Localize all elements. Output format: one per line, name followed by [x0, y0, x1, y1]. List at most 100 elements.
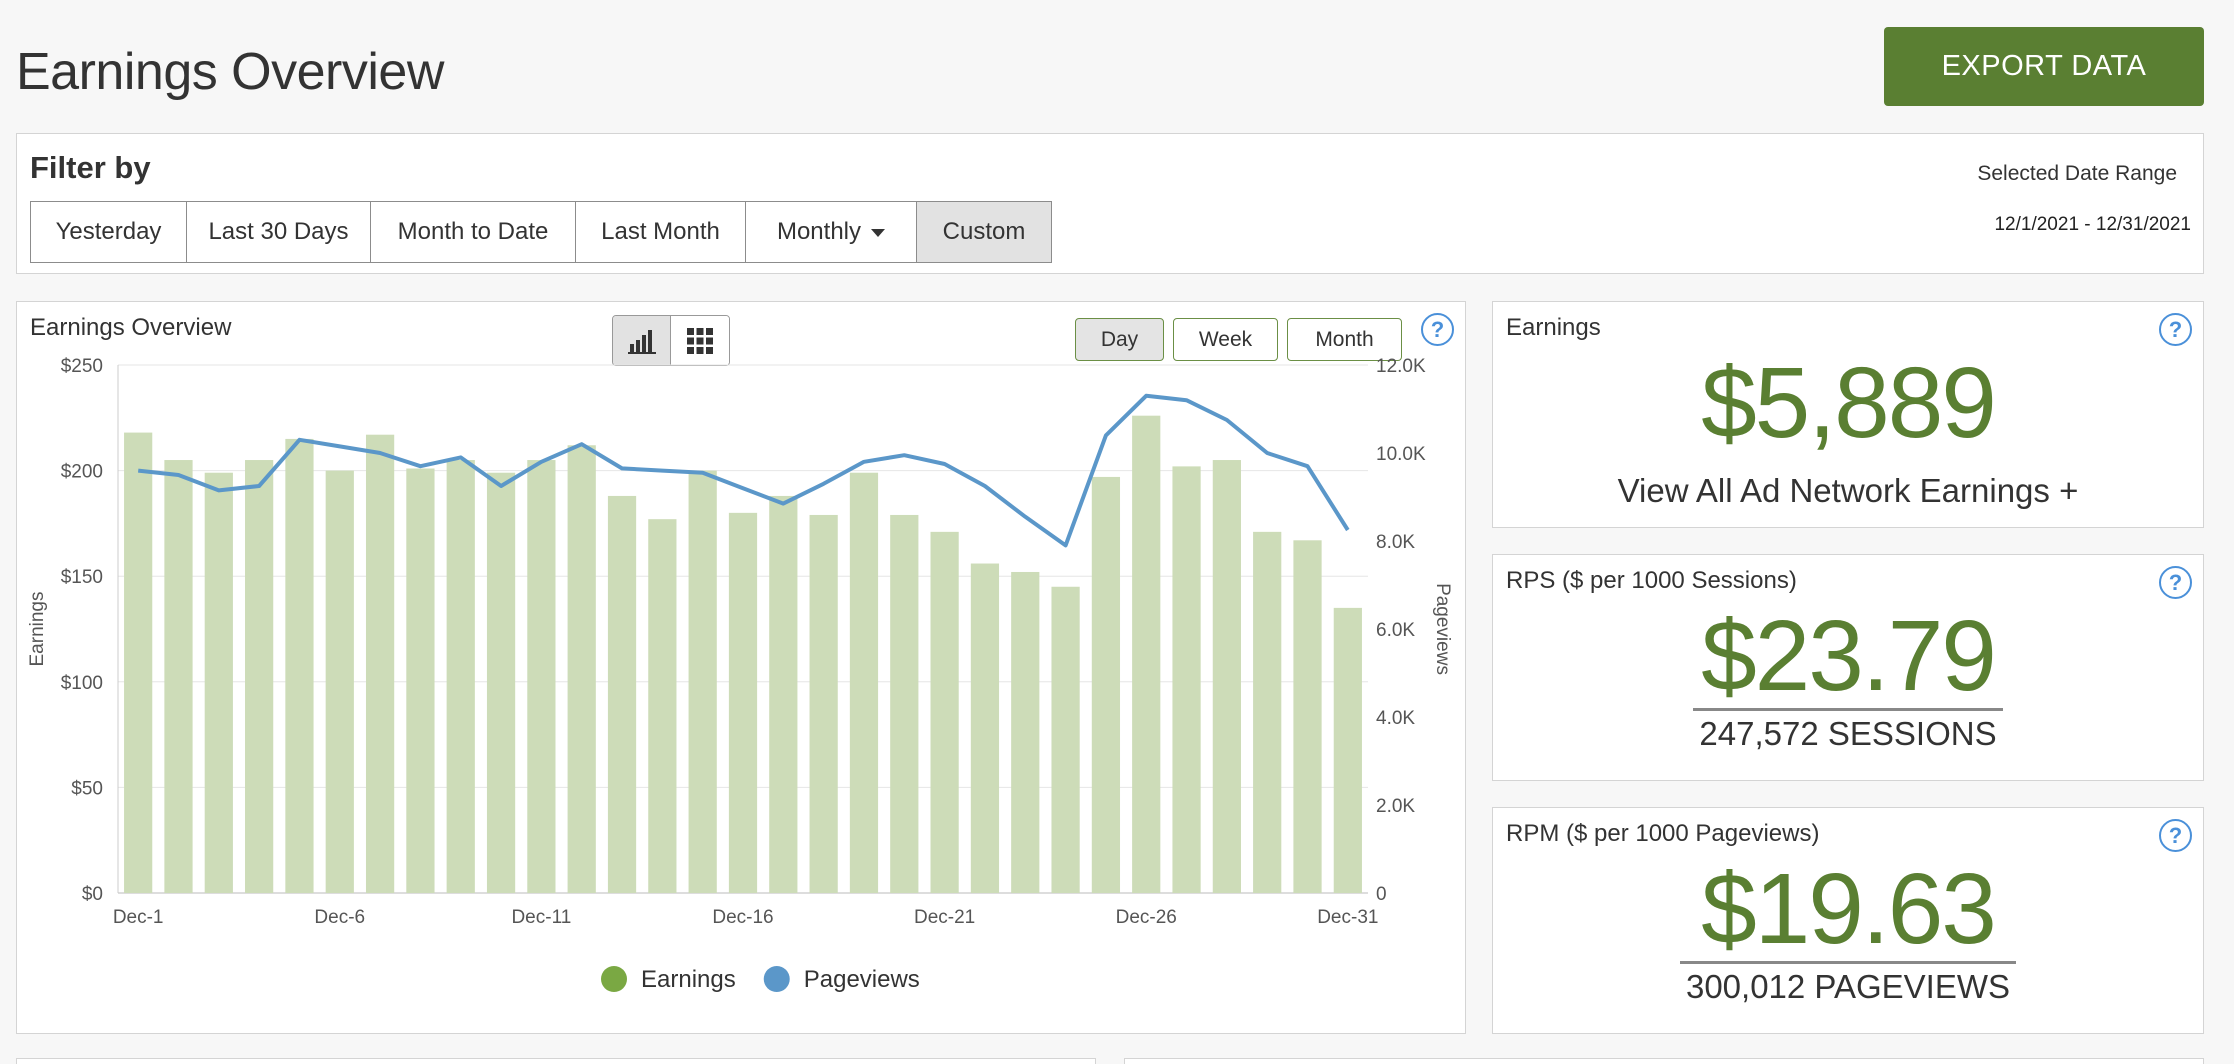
pageviews-count: 300,012 PAGEVIEWS	[1679, 961, 2017, 1005]
table-view-button[interactable]	[671, 316, 729, 365]
x-tick-label: Dec-6	[314, 907, 365, 928]
y2-tick-label: 4.0K	[1376, 708, 1415, 729]
earnings-bar	[1333, 607, 1362, 893]
earnings-bar	[849, 472, 879, 893]
rpm-metric-value: $19.63	[1701, 853, 1997, 965]
earnings-metric-value: $5,889	[1701, 347, 1997, 459]
earnings-bar	[890, 514, 919, 893]
x-tick-label: Dec-21	[914, 907, 975, 928]
range-month-button[interactable]: Month	[1287, 318, 1402, 361]
earnings-bar	[607, 495, 637, 893]
earnings-bar	[245, 460, 274, 893]
earnings-bar	[1172, 466, 1201, 893]
filter-last-30-days-button[interactable]: Last 30 Days	[186, 201, 371, 263]
earnings-bar	[446, 460, 475, 893]
chart-view-toggle	[612, 315, 730, 366]
earnings-help-icon[interactable]: ?	[2159, 313, 2192, 346]
x-tick-label: Dec-1	[113, 907, 164, 928]
earnings-bar	[769, 495, 798, 893]
earnings-bar	[567, 445, 596, 893]
chart-view-button[interactable]	[613, 316, 671, 365]
rpm-help-icon[interactable]: ?	[2159, 819, 2192, 852]
y-tick-label: $200	[61, 462, 103, 483]
date-range-label: Selected Date Range	[1977, 162, 2177, 185]
y-tick-label: $250	[61, 356, 103, 377]
earnings-bar	[1212, 460, 1241, 893]
y-tick-label: $50	[71, 778, 103, 799]
filter-monthly-dropdown[interactable]: Monthly	[745, 201, 917, 263]
earnings-bar	[406, 468, 435, 893]
earnings-bar	[164, 460, 193, 893]
x-tick-label: Dec-16	[712, 907, 773, 928]
earnings-bar	[688, 470, 717, 893]
earnings-bar	[1091, 476, 1121, 893]
y2-tick-label: 8.0K	[1376, 532, 1415, 553]
earnings-chart-panel: Earnings Overview Day Week Month ? $0 $50…	[16, 301, 1466, 1034]
legend-marker	[601, 966, 627, 992]
rpm-metric-label: RPM ($ per 1000 Pageviews)	[1506, 820, 1820, 847]
earnings-bar	[1293, 540, 1322, 893]
earnings-bar	[728, 512, 758, 893]
y-tick-label: $100	[61, 673, 103, 694]
range-day-button[interactable]: Day	[1075, 318, 1164, 361]
x-tick-label: Dec-31	[1317, 907, 1378, 928]
earnings-bar	[285, 438, 314, 893]
y-tick-label: $150	[61, 567, 103, 588]
view-all-ad-network-earnings-link[interactable]: View All Ad Network Earnings +	[1617, 472, 2079, 509]
rps-help-icon[interactable]: ?	[2159, 566, 2192, 599]
x-tick-label: Dec-11	[511, 907, 571, 928]
chevron-down-icon	[871, 229, 886, 237]
earnings-bar	[365, 434, 395, 893]
earnings-bar	[930, 531, 959, 893]
sessions-count: 247,572 SESSIONS	[1693, 708, 2003, 752]
legend-label: Earnings	[641, 966, 736, 993]
filter-month-to-date-button[interactable]: Month to Date	[370, 201, 576, 263]
chart-help-icon[interactable]: ?	[1421, 313, 1454, 346]
legend-marker	[763, 966, 790, 992]
filter-panel: Filter by Yesterday Last 30 Days Month t…	[16, 133, 2204, 274]
filter-last-month-button[interactable]: Last Month	[575, 201, 746, 263]
filter-yesterday-button[interactable]: Yesterday	[30, 201, 187, 263]
earnings-bar	[1253, 531, 1282, 893]
date-range-value: 12/1/2021 - 12/31/2021	[1994, 214, 2191, 235]
rps-metric-value: $23.79	[1701, 600, 1997, 712]
pageviews-count-wrap: 300,012 PAGEVIEWS	[1493, 961, 2203, 1006]
filter-custom-button[interactable]: Custom	[916, 201, 1052, 263]
filter-monthly-label: Monthly	[776, 218, 862, 245]
earnings-bar	[527, 460, 556, 893]
page-title: Earnings Overview	[16, 43, 444, 101]
earnings-bar	[204, 472, 233, 893]
next-panel-left	[16, 1058, 1096, 1064]
earnings-bar	[486, 472, 516, 893]
legend-label: Pageviews	[804, 966, 920, 993]
y2-tick-label: 12.0K	[1376, 356, 1426, 377]
filter-button-group: Yesterday Last 30 Days Month to Date Las…	[30, 201, 1052, 263]
y-tick-label: $0	[82, 884, 103, 905]
earnings-pageviews-chart: $0 $50 $100 $150 $200 $250 0 2.0K 4.0K 6.0K 8.0K 10…	[27, 356, 1453, 993]
earnings-bar	[124, 432, 153, 893]
y2-tick-label: 0	[1376, 884, 1387, 905]
earnings-bar	[1132, 415, 1161, 893]
y2-tick-label: 10.0K	[1376, 444, 1426, 465]
next-panel-right	[1124, 1058, 2204, 1064]
earnings-metric-label: Earnings	[1506, 314, 1601, 341]
chart-title: Earnings Overview	[30, 314, 232, 341]
x-tick-label: Dec-26	[1116, 907, 1177, 928]
sessions-count-wrap: 247,572 SESSIONS	[1493, 708, 2203, 753]
rps-metric-label: RPS ($ per 1000 Sessions)	[1506, 567, 1797, 594]
earnings-bar	[325, 470, 354, 893]
earnings-bar	[1051, 586, 1080, 893]
range-week-button[interactable]: Week	[1173, 318, 1278, 361]
y-axis-title: Earnings	[27, 592, 48, 667]
export-data-button[interactable]: EXPORT DATA	[1884, 27, 2204, 106]
grid-icon	[687, 327, 713, 354]
earnings-metric-panel: Earnings ? $5,889 View All Ad Network Ea…	[1492, 301, 2204, 528]
filter-title: Filter by	[30, 150, 151, 185]
bar-chart-icon	[627, 329, 656, 354]
y2-tick-label: 6.0K	[1376, 620, 1415, 641]
y2-tick-label: 2.0K	[1376, 796, 1415, 817]
rps-metric-panel: RPS ($ per 1000 Sessions) ? $23.79 247,5…	[1492, 554, 2204, 781]
rpm-metric-panel: RPM ($ per 1000 Pageviews) ? $19.63 300,…	[1492, 807, 2204, 1034]
earnings-bar	[1011, 571, 1040, 893]
earnings-bar	[648, 519, 677, 893]
